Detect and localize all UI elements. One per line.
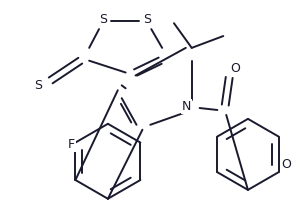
Text: S: S	[143, 13, 151, 26]
Text: S: S	[34, 79, 42, 92]
Text: O: O	[230, 62, 240, 75]
Text: N: N	[182, 100, 192, 113]
Text: O: O	[282, 158, 292, 171]
Text: S: S	[99, 13, 107, 26]
Text: F: F	[68, 138, 75, 151]
